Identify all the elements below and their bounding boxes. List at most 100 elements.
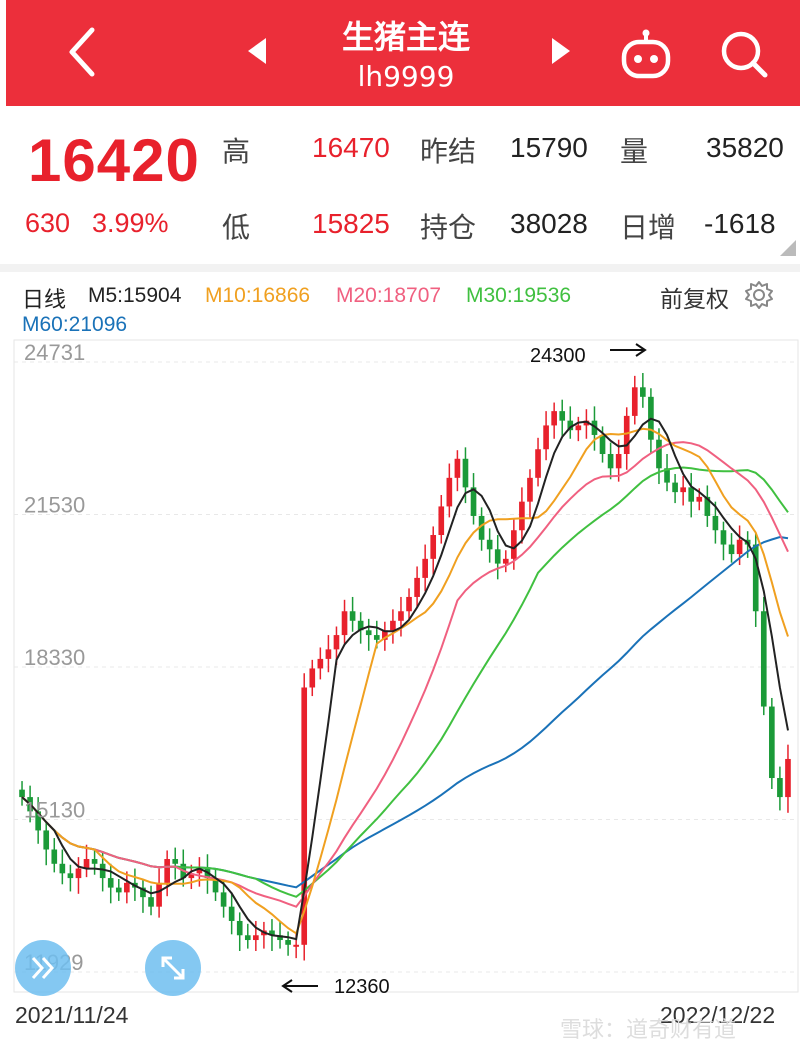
candle: [51, 838, 58, 873]
candle: [164, 850, 170, 897]
ma30-line: [21, 466, 789, 898]
double-chevron-icon: [31, 956, 55, 980]
candles: [19, 373, 791, 961]
chart-frame: [13, 339, 799, 993]
back-icon[interactable]: [58, 22, 108, 82]
candle: [760, 596, 767, 716]
candle: [478, 507, 485, 551]
candle: [148, 885, 154, 916]
candle: [236, 912, 243, 951]
candle: [398, 596, 404, 637]
expand-button[interactable]: [15, 940, 71, 996]
candle: [664, 454, 670, 492]
candle: [551, 402, 557, 439]
candle: [83, 844, 90, 878]
candle: [769, 697, 775, 789]
candle: [430, 526, 437, 575]
adjust-mode[interactable]: 前复权: [660, 287, 729, 313]
low-value: 15825: [312, 208, 390, 239]
candle: [357, 612, 364, 644]
prev-settle-label: 昨结: [420, 135, 477, 168]
low-label: 低: [222, 211, 251, 244]
robot-icon[interactable]: [618, 28, 674, 82]
last-price: 16420: [28, 127, 200, 194]
kline-chart[interactable]: 2473121530183301513011929 24300 12360: [0, 338, 800, 998]
candle: [438, 494, 445, 544]
candle: [470, 473, 477, 525]
watermark: 雪球：道奇财有道: [560, 1018, 737, 1043]
candle: [656, 428, 662, 485]
candle: [777, 766, 783, 811]
candle: [285, 931, 291, 956]
candle: [567, 406, 574, 439]
ma60-label: M60:21096: [22, 313, 128, 336]
candle: [502, 550, 509, 573]
expand-corner-icon[interactable]: [780, 240, 796, 256]
candle: [253, 920, 259, 951]
ma30-label: M30:19536: [466, 284, 572, 307]
candle: [172, 847, 179, 880]
section-divider: [0, 264, 800, 272]
candle: [543, 411, 549, 461]
candle: [35, 797, 41, 844]
candle: [349, 596, 356, 632]
price-change: 630: [25, 208, 71, 238]
candle: [67, 864, 74, 892]
candle: [382, 621, 388, 651]
candle: [535, 437, 541, 487]
ma20-label: M20:18707: [336, 284, 442, 307]
volume-label: 量: [620, 135, 649, 168]
candle: [494, 535, 501, 580]
gear-icon[interactable]: [744, 280, 774, 310]
candle: [140, 879, 146, 913]
candle: [454, 450, 461, 492]
candle: [75, 857, 82, 894]
candle: [261, 921, 267, 949]
ma-lines: [21, 417, 789, 941]
candle: [406, 588, 412, 620]
y-axis-ticks: 2473121530183301513011929: [24, 340, 85, 975]
candle: [672, 474, 678, 504]
open-interest-value: 38028: [510, 208, 588, 239]
candle: [422, 544, 428, 592]
search-icon[interactable]: [718, 28, 770, 80]
fullscreen-icon: [161, 956, 185, 980]
candle: [631, 375, 638, 425]
candle: [785, 744, 791, 813]
candle: [317, 647, 324, 680]
ma20-line: [21, 441, 789, 908]
candle: [188, 864, 195, 890]
prev-settle-value: 15790: [510, 132, 588, 163]
candle: [228, 892, 235, 935]
candle: [720, 521, 727, 561]
ma10-line: [21, 427, 789, 935]
period-label[interactable]: 日线: [22, 287, 67, 312]
candle: [220, 880, 227, 918]
daily-change-label: 日增: [620, 211, 677, 244]
candle: [244, 923, 251, 949]
candle: [591, 406, 598, 451]
candle: [124, 871, 130, 904]
fullscreen-button[interactable]: [145, 940, 201, 996]
candle: [43, 821, 50, 866]
start-date: 2021/11/24: [15, 1002, 129, 1028]
y-tick-label: 15130: [24, 797, 85, 822]
candle: [519, 487, 525, 544]
candle: [752, 533, 759, 627]
candle: [277, 920, 283, 949]
candle: [414, 566, 420, 608]
ma5-line: [21, 417, 789, 941]
ma60-line: [21, 535, 789, 889]
quote-panel: 16420 630 3.99% 高 16470 昨结 15790 量 35820…: [0, 106, 800, 266]
candle: [309, 659, 316, 697]
candle: [527, 469, 533, 518]
candle: [688, 473, 695, 518]
candle: [91, 850, 98, 875]
next-contract-icon[interactable]: [552, 38, 570, 64]
candle: [640, 373, 646, 408]
candle: [196, 857, 203, 887]
candle: [583, 409, 590, 439]
annotation-low: 12360: [281, 976, 390, 998]
annotation-low-text: 12360: [334, 976, 390, 998]
prev-contract-icon[interactable]: [248, 38, 266, 64]
